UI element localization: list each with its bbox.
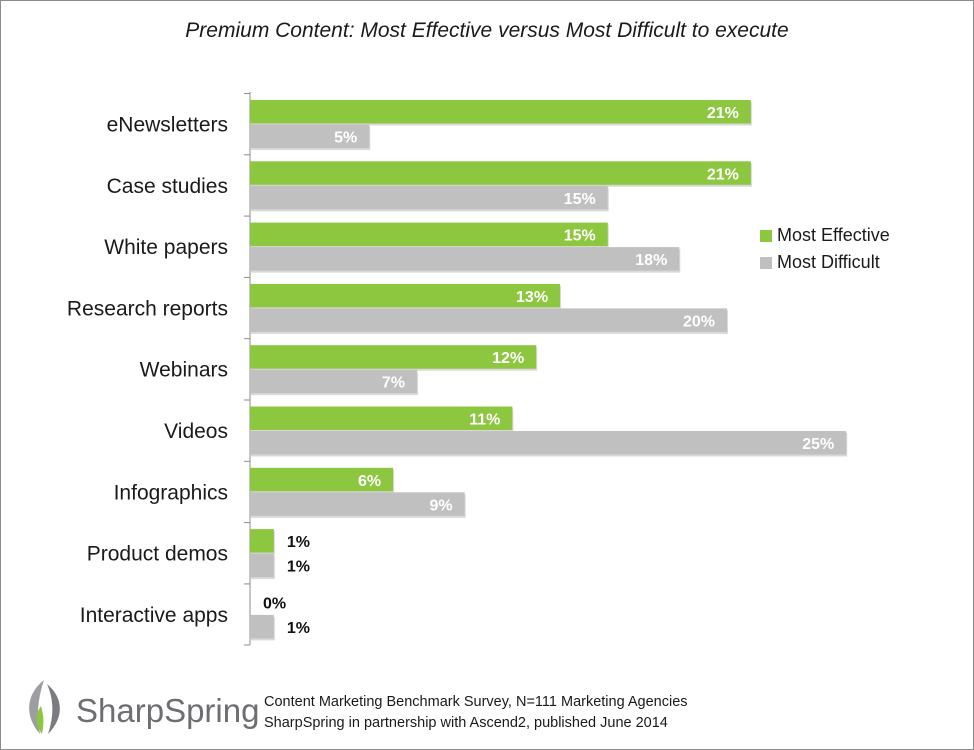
bar-most-effective	[250, 529, 274, 553]
bar-most-difficult	[250, 614, 274, 639]
data-label: 15%	[564, 191, 596, 208]
category-label: Research reports	[67, 297, 228, 320]
data-label: 6%	[358, 473, 381, 490]
data-label: 25%	[802, 436, 834, 453]
data-label: 21%	[707, 105, 739, 122]
category-label: Product demos	[87, 543, 228, 566]
data-label: 1%	[287, 559, 310, 576]
legend-item-most-difficult: Most Difficult	[760, 249, 890, 276]
category-label: White papers	[104, 236, 228, 259]
data-label: 1%	[287, 620, 310, 637]
data-label: 13%	[516, 289, 548, 306]
data-label: 15%	[564, 228, 596, 245]
category-label: Case studies	[107, 175, 228, 198]
data-label: 11%	[469, 412, 500, 429]
data-label: 18%	[635, 252, 667, 269]
sharpspring-leaf-icon	[29, 680, 60, 734]
legend-swatch-most-effective	[760, 229, 772, 242]
data-label: 7%	[382, 375, 405, 392]
bar-most-difficult	[250, 431, 847, 455]
logo-text-spring: Spring	[164, 692, 260, 729]
bar-most-effective	[250, 467, 394, 492]
category-label: eNewsletters	[107, 114, 228, 137]
source-line-1: Content Marketing Benchmark Survey, N=11…	[264, 694, 688, 710]
category-label: Webinars	[140, 359, 228, 382]
data-label: 0%	[263, 595, 286, 612]
category-label: Videos	[164, 420, 228, 443]
bar-most-difficult	[250, 553, 274, 578]
data-label: 21%	[707, 166, 739, 183]
logo-text-sharp: Sharp	[76, 692, 165, 729]
bar-most-difficult	[250, 308, 727, 332]
source-line-2: SharpSpring in partnership with Ascend2,…	[264, 715, 668, 731]
bar-most-effective	[250, 406, 513, 430]
source-note: Content Marketing Benchmark Survey, N=11…	[264, 692, 688, 734]
bar-most-difficult	[250, 185, 608, 210]
legend-label-most-effective: Most Effective	[777, 225, 890, 245]
bar-most-effective	[250, 222, 608, 247]
bar-most-difficult	[250, 247, 680, 271]
legend: Most Effective Most Difficult	[760, 222, 890, 276]
bar-most-difficult	[250, 124, 370, 148]
bar-most-difficult	[250, 369, 417, 394]
data-label: 9%	[430, 497, 453, 514]
chart-title: Premium Content: Most Effective versus M…	[185, 19, 789, 42]
bar-most-effective	[250, 161, 751, 185]
legend-label-most-difficult: Most Difficult	[777, 252, 880, 272]
legend-swatch-most-difficult	[760, 256, 772, 269]
bar-most-difficult	[250, 492, 465, 516]
bar-most-effective	[250, 283, 561, 308]
category-label: Infographics	[114, 481, 228, 504]
sharpspring-logo-text: SharpSpring	[76, 692, 259, 730]
legend-item-most-effective: Most Effective	[760, 222, 890, 249]
data-label: 1%	[287, 534, 310, 551]
bar-most-effective	[250, 100, 751, 124]
data-label: 12%	[492, 350, 524, 367]
category-label: Interactive apps	[80, 604, 228, 627]
data-label: 5%	[334, 130, 357, 147]
bar-most-effective	[250, 345, 537, 369]
data-label: 20%	[683, 313, 715, 330]
